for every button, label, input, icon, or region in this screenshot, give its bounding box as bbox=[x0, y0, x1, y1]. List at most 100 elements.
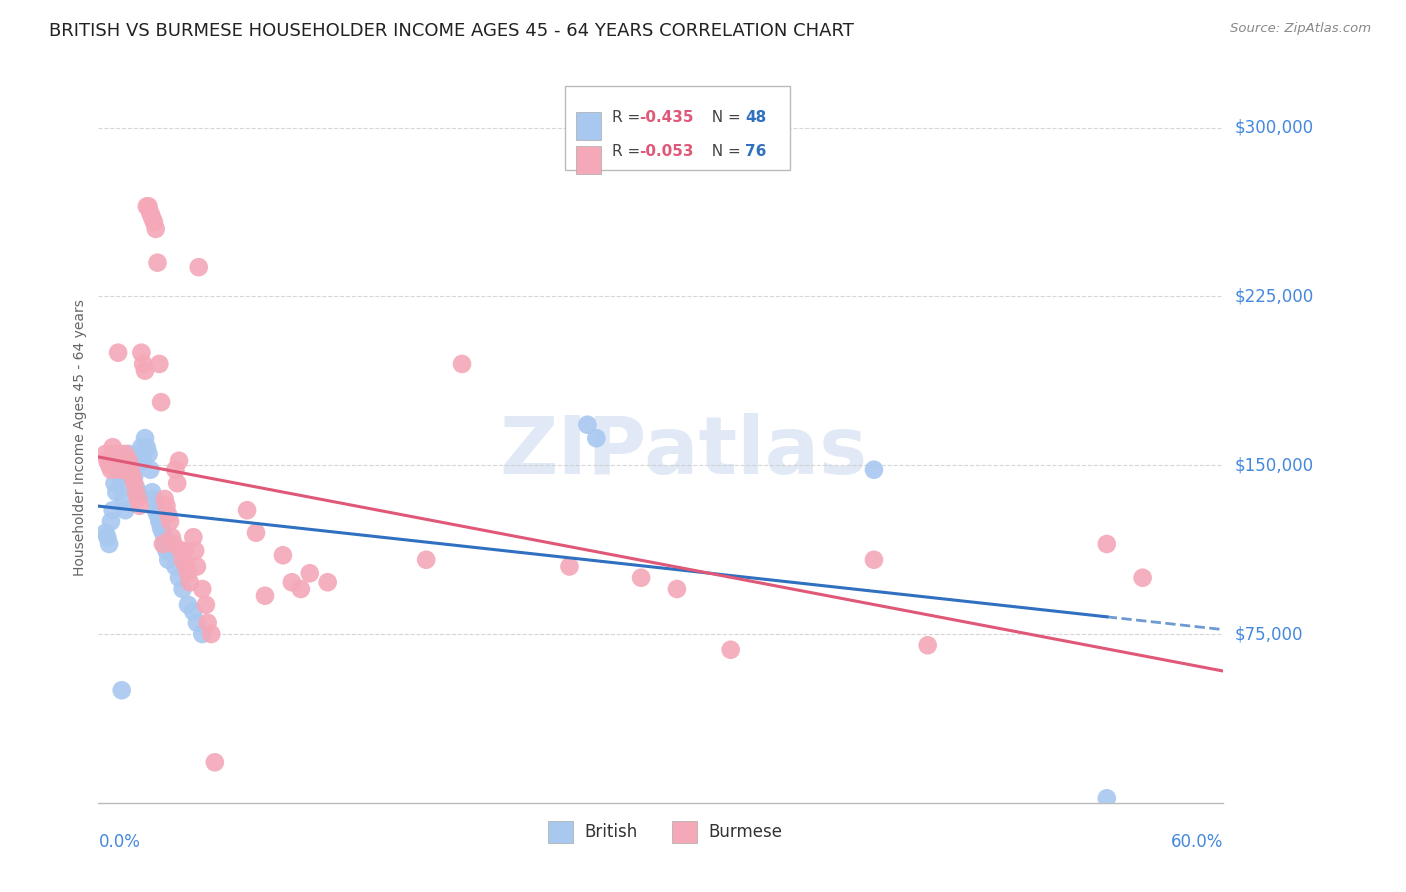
Point bbox=[111, 458, 134, 473]
Point bbox=[170, 543, 193, 558]
Point bbox=[120, 463, 142, 477]
Point bbox=[142, 215, 165, 229]
Point bbox=[115, 463, 138, 477]
Point bbox=[145, 503, 167, 517]
Point bbox=[101, 440, 124, 454]
Point bbox=[1132, 571, 1154, 585]
Point bbox=[100, 463, 122, 477]
Text: British: British bbox=[585, 823, 637, 841]
Point bbox=[111, 683, 134, 698]
Point bbox=[94, 525, 117, 540]
Point bbox=[138, 199, 160, 213]
Point bbox=[121, 463, 143, 477]
Point bbox=[451, 357, 474, 371]
Point bbox=[121, 469, 143, 483]
Point bbox=[138, 447, 160, 461]
Point bbox=[153, 491, 176, 506]
Point bbox=[917, 638, 939, 652]
Point bbox=[118, 453, 141, 467]
Point bbox=[191, 582, 214, 596]
Point bbox=[177, 566, 200, 581]
Point bbox=[125, 485, 148, 500]
Point bbox=[105, 485, 128, 500]
Point bbox=[155, 499, 177, 513]
Point bbox=[132, 453, 155, 467]
Bar bbox=[576, 146, 602, 174]
Point bbox=[153, 537, 176, 551]
Point bbox=[103, 447, 125, 461]
Point bbox=[98, 537, 121, 551]
Point bbox=[160, 530, 183, 544]
Point bbox=[194, 598, 217, 612]
Point bbox=[1095, 537, 1118, 551]
Point bbox=[165, 463, 187, 477]
Text: R =: R = bbox=[613, 111, 645, 126]
Point bbox=[128, 447, 150, 461]
Point bbox=[132, 357, 155, 371]
Bar bbox=[672, 821, 697, 843]
Point bbox=[166, 476, 188, 491]
Point bbox=[172, 582, 194, 596]
Point bbox=[139, 463, 162, 477]
Point bbox=[236, 503, 259, 517]
Point bbox=[100, 515, 122, 529]
Point bbox=[150, 395, 173, 409]
Point bbox=[114, 503, 136, 517]
Point bbox=[118, 447, 141, 461]
Point bbox=[134, 431, 156, 445]
Point bbox=[183, 530, 205, 544]
Point bbox=[146, 508, 169, 522]
Point bbox=[103, 476, 125, 491]
Text: $225,000: $225,000 bbox=[1234, 287, 1313, 305]
Y-axis label: Householder Income Ages 45 - 64 years: Householder Income Ages 45 - 64 years bbox=[73, 299, 87, 575]
Text: -0.435: -0.435 bbox=[640, 111, 695, 126]
Point bbox=[585, 431, 607, 445]
Text: $150,000: $150,000 bbox=[1234, 456, 1313, 475]
Text: 60.0%: 60.0% bbox=[1171, 833, 1223, 851]
Point bbox=[281, 575, 304, 590]
Point bbox=[108, 447, 131, 461]
Point bbox=[167, 453, 190, 467]
Point bbox=[187, 260, 209, 275]
Point bbox=[159, 515, 181, 529]
Point bbox=[131, 440, 153, 454]
Point bbox=[107, 463, 129, 477]
Point bbox=[184, 543, 207, 558]
Point bbox=[177, 598, 200, 612]
Point bbox=[107, 345, 129, 359]
Point bbox=[139, 206, 162, 220]
Bar bbox=[576, 112, 602, 140]
Text: -0.053: -0.053 bbox=[640, 145, 695, 159]
Point bbox=[155, 543, 177, 558]
Point bbox=[179, 575, 201, 590]
Text: BRITISH VS BURMESE HOUSEHOLDER INCOME AGES 45 - 64 YEARS CORRELATION CHART: BRITISH VS BURMESE HOUSEHOLDER INCOME AG… bbox=[49, 22, 853, 40]
Point bbox=[101, 503, 124, 517]
Point bbox=[863, 463, 886, 477]
Point bbox=[197, 615, 219, 630]
Point bbox=[122, 469, 145, 483]
Point bbox=[186, 615, 208, 630]
Point bbox=[152, 525, 174, 540]
Point bbox=[115, 453, 138, 467]
Point bbox=[200, 627, 222, 641]
Point bbox=[630, 571, 652, 585]
Point bbox=[122, 476, 145, 491]
Point bbox=[148, 357, 170, 371]
Text: 76: 76 bbox=[745, 145, 766, 159]
Bar bbox=[548, 821, 574, 843]
Point bbox=[131, 345, 153, 359]
Point bbox=[245, 525, 267, 540]
Text: 0.0%: 0.0% bbox=[98, 833, 141, 851]
Text: N =: N = bbox=[703, 145, 747, 159]
Point bbox=[128, 499, 150, 513]
Text: R =: R = bbox=[613, 145, 645, 159]
Point bbox=[152, 537, 174, 551]
Point bbox=[174, 559, 197, 574]
Text: $75,000: $75,000 bbox=[1234, 625, 1303, 643]
Point bbox=[271, 548, 294, 562]
Point bbox=[558, 559, 581, 574]
Point bbox=[148, 515, 170, 529]
Point bbox=[94, 447, 117, 461]
Point bbox=[163, 537, 186, 551]
Point bbox=[96, 453, 118, 467]
